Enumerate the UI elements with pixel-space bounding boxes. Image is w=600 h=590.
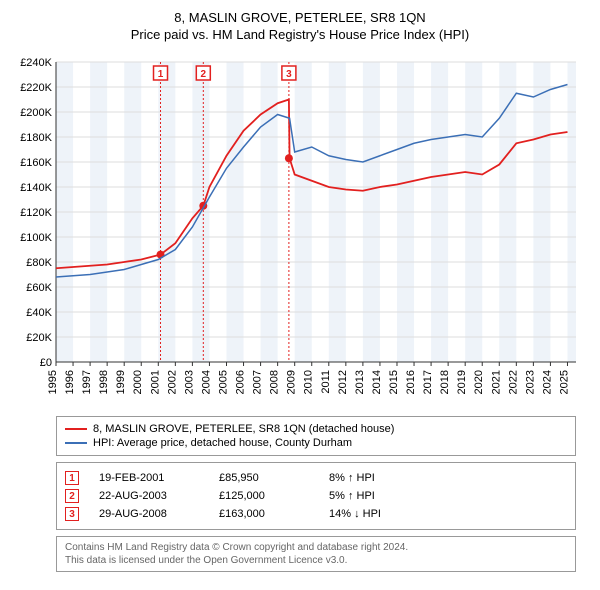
chart-area: £0 £20K £40K £60K £80K £100K £120K £140K £160K £1… [8,50,592,410]
sale-pct: 14% ↓ HPI [329,508,429,520]
svg-text:£100K: £100K [20,232,52,244]
legend-swatch [65,428,87,430]
svg-text:2010: 2010 [303,370,315,394]
svg-text:2009: 2009 [286,370,298,394]
svg-text:2007: 2007 [252,370,264,394]
svg-text:£120K: £120K [20,207,52,219]
svg-text:£0: £0 [40,357,52,369]
svg-text:2013: 2013 [354,370,366,394]
svg-text:2015: 2015 [388,370,400,394]
svg-text:2023: 2023 [524,370,536,394]
svg-text:2014: 2014 [371,370,383,394]
sale-row: 3 29-AUG-2008 £163,000 14% ↓ HPI [65,507,567,521]
sale-price: £163,000 [219,508,309,520]
legend-box: 8, MASLIN GROVE, PETERLEE, SR8 1QN (deta… [56,416,576,456]
sale-price: £125,000 [219,490,309,502]
sale-date: 22-AUG-2003 [99,490,199,502]
svg-text:2018: 2018 [439,370,451,394]
license-line-2: This data is licensed under the Open Gov… [65,554,567,567]
legend-row: HPI: Average price, detached house, Coun… [65,437,567,449]
sale-date: 19-FEB-2001 [99,472,199,484]
svg-text:£180K: £180K [20,132,52,144]
sale-marker-icon: 2 [65,489,79,503]
svg-text:1999: 1999 [115,370,127,394]
svg-text:2000: 2000 [132,370,144,394]
chart-subtitle: Price paid vs. HM Land Registry's House … [8,27,592,42]
svg-text:£220K: £220K [20,82,52,94]
svg-text:1998: 1998 [98,370,110,394]
svg-text:2021: 2021 [490,370,502,394]
legend-swatch [65,442,87,444]
svg-text:2003: 2003 [183,370,195,394]
svg-text:2005: 2005 [217,370,229,394]
sale-marker-icon: 1 [65,471,79,485]
svg-text:£60K: £60K [26,282,52,294]
svg-text:£20K: £20K [26,332,52,344]
chart-title: 8, MASLIN GROVE, PETERLEE, SR8 1QN [8,10,592,25]
svg-text:£240K: £240K [20,57,52,69]
chart-svg: £0 £20K £40K £60K £80K £100K £120K £140K £160K £1… [8,50,592,410]
sales-box: 1 19-FEB-2001 £85,950 8% ↑ HPI 2 22-AUG-2003 £… [56,462,576,530]
license-line-1: Contains HM Land Registry data © Crown c… [65,541,567,554]
sale-price: £85,950 [219,472,309,484]
svg-text:£40K: £40K [26,307,52,319]
svg-text:2012: 2012 [337,370,349,394]
svg-text:2022: 2022 [507,370,519,394]
sale-pct: 8% ↑ HPI [329,472,429,484]
legend-row: 8, MASLIN GROVE, PETERLEE, SR8 1QN (deta… [65,423,567,435]
svg-text:2006: 2006 [235,370,247,394]
legend-label: 8, MASLIN GROVE, PETERLEE, SR8 1QN (deta… [93,423,394,435]
svg-text:£200K: £200K [20,107,52,119]
svg-text:2004: 2004 [200,370,212,394]
svg-text:2008: 2008 [269,370,281,394]
svg-text:2: 2 [201,69,207,80]
svg-text:3: 3 [286,69,292,80]
svg-text:2002: 2002 [166,370,178,394]
sale-row: 2 22-AUG-2003 £125,000 5% ↑ HPI [65,489,567,503]
svg-text:2024: 2024 [541,370,553,394]
svg-text:1997: 1997 [81,370,93,394]
svg-text:£140K: £140K [20,182,52,194]
svg-text:£80K: £80K [26,257,52,269]
svg-text:2020: 2020 [473,370,485,394]
legend-label: HPI: Average price, detached house, Coun… [93,437,352,449]
svg-text:1995: 1995 [47,370,59,394]
svg-text:1996: 1996 [64,370,76,394]
svg-text:£160K: £160K [20,157,52,169]
svg-text:2017: 2017 [422,370,434,394]
sale-date: 29-AUG-2008 [99,508,199,520]
sale-marker-icon: 3 [65,507,79,521]
svg-text:2001: 2001 [149,370,161,394]
svg-text:2011: 2011 [320,370,332,394]
svg-text:1: 1 [158,69,164,80]
sale-row: 1 19-FEB-2001 £85,950 8% ↑ HPI [65,471,567,485]
sale-pct: 5% ↑ HPI [329,490,429,502]
svg-text:2019: 2019 [456,370,468,394]
license-box: Contains HM Land Registry data © Crown c… [56,536,576,572]
svg-text:2025: 2025 [558,370,570,394]
svg-text:2016: 2016 [405,370,417,394]
